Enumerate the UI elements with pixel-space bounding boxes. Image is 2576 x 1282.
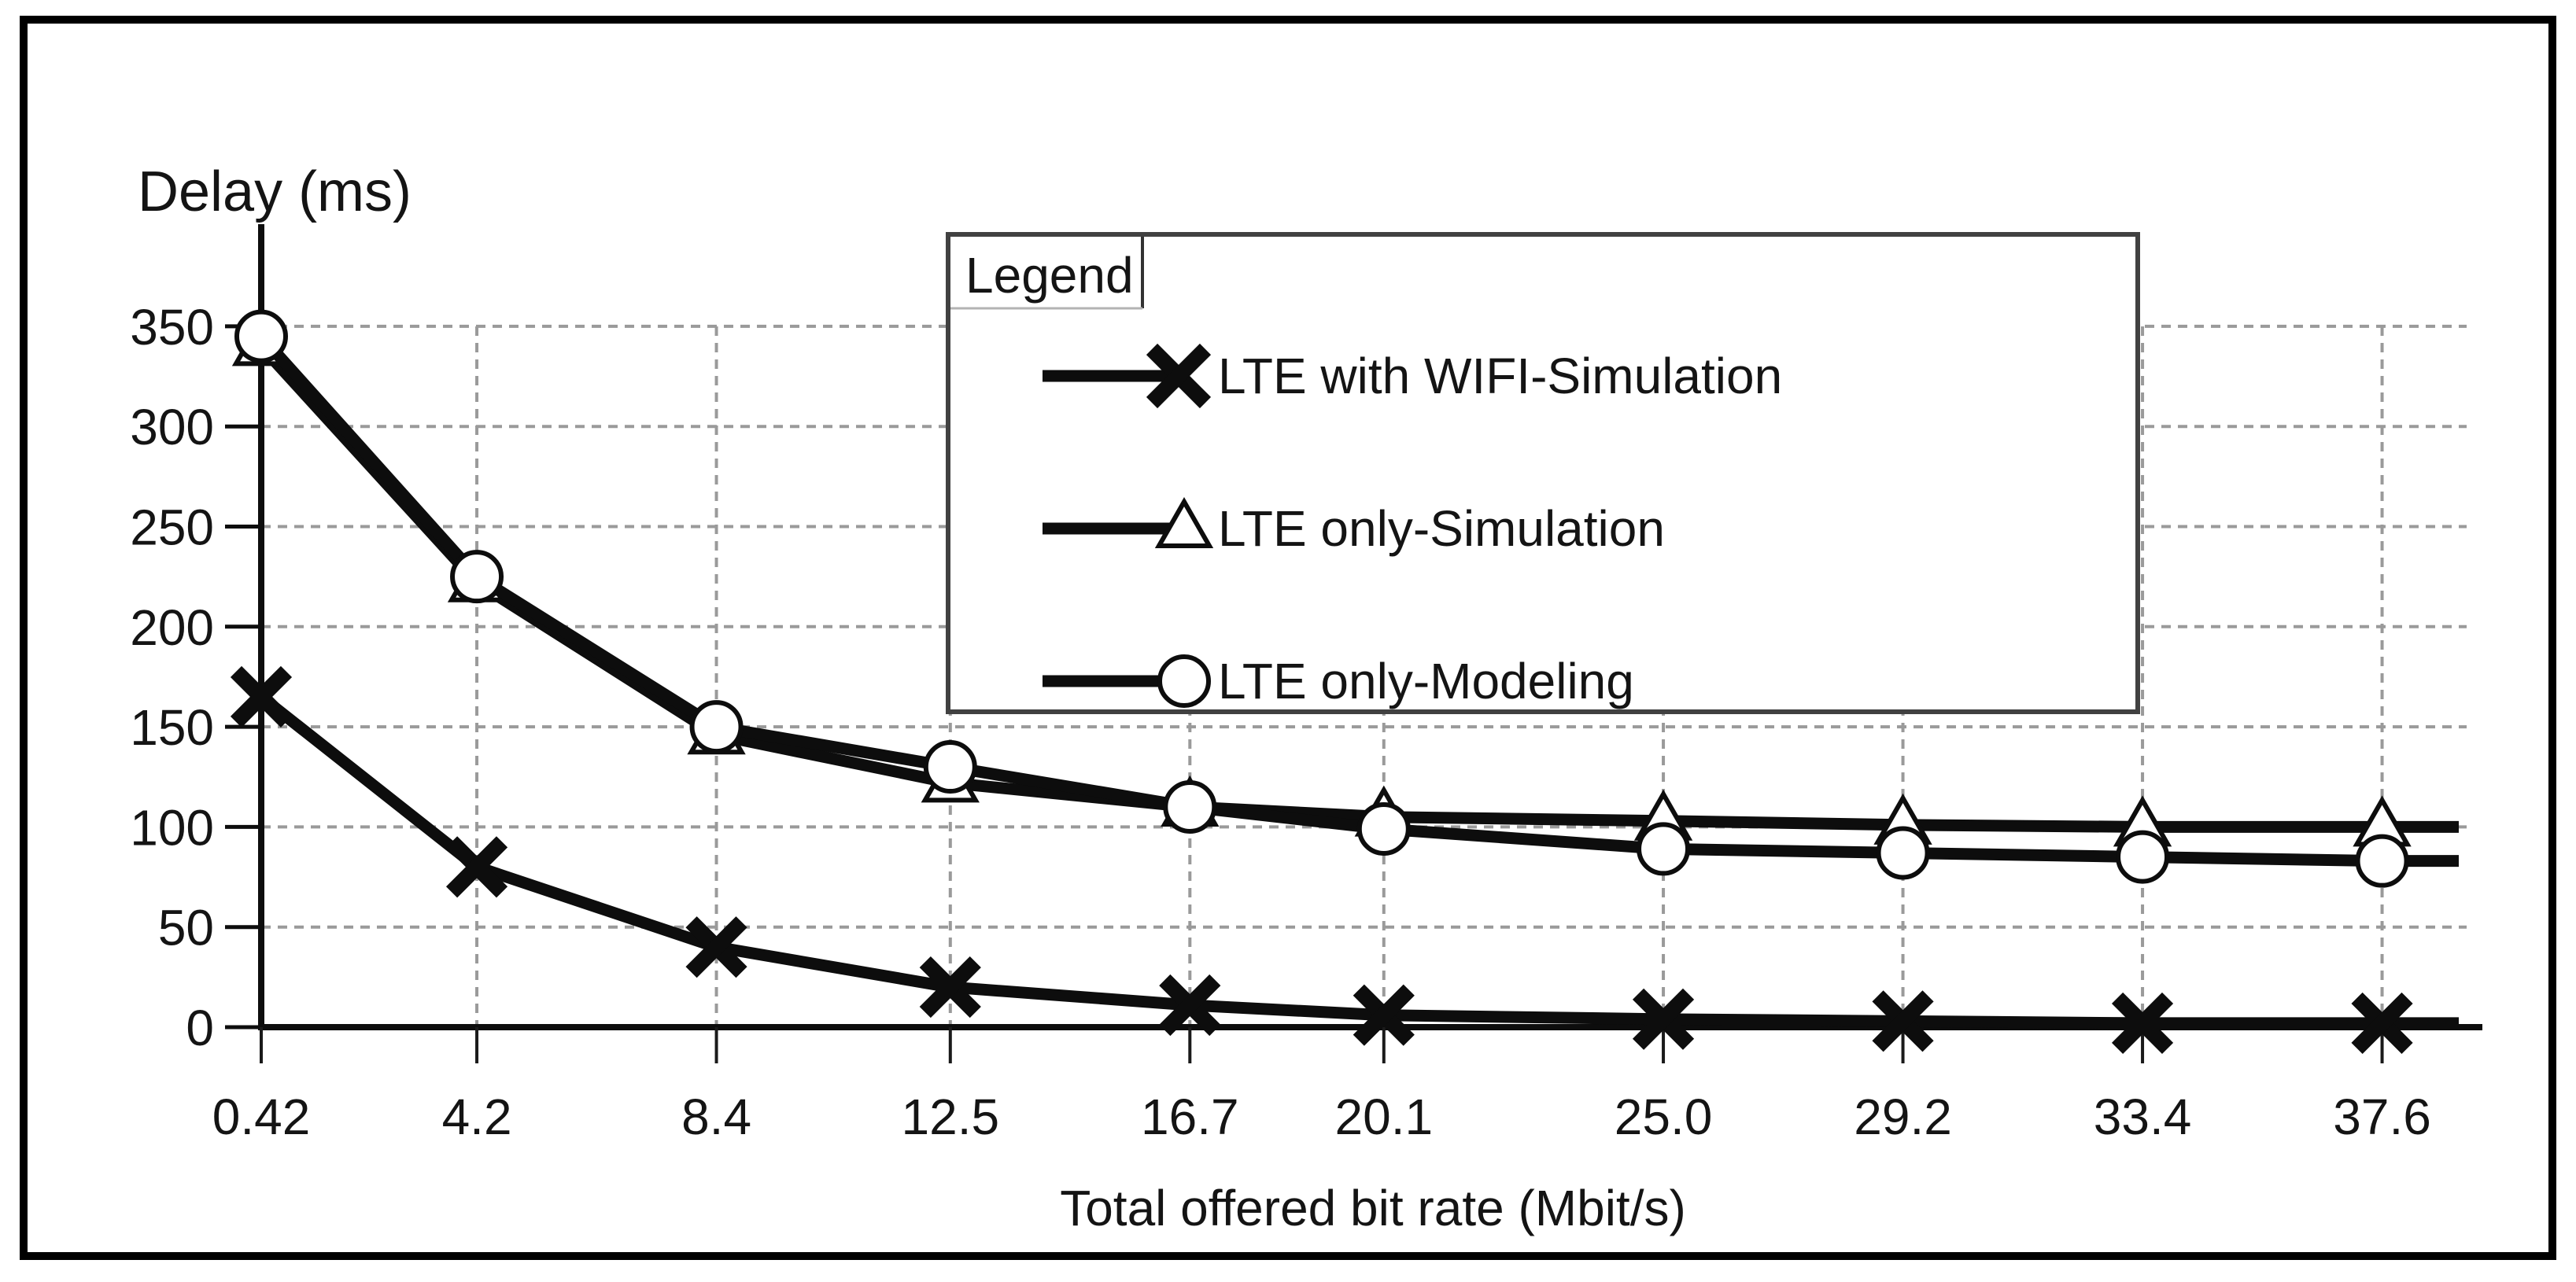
x-marker	[445, 836, 508, 898]
open-circle-marker	[2355, 834, 2409, 888]
series-x-marker	[230, 665, 2459, 1054]
x-marker	[1146, 343, 1212, 409]
legend-item: LTE only-Modeling	[1043, 653, 1634, 709]
axes: 0 50 100 150 200 250 300 350 0.42 4.2 8.4 12.5 16.7 2…	[130, 224, 2482, 1145]
open-circle-marker	[689, 700, 744, 754]
open-circle-marker	[2116, 830, 2170, 884]
open-triangle-marker	[1154, 496, 1214, 548]
x-tick-label: 8.4	[681, 1089, 751, 1145]
x-tick-label: 33.4	[2094, 1089, 2192, 1145]
x-marker	[685, 916, 747, 978]
legend-title: Legend	[965, 247, 1134, 304]
x-marker	[2351, 992, 2413, 1054]
open-circle-marker	[1637, 822, 1691, 876]
x-marker	[1353, 984, 1415, 1046]
x-marker	[1159, 974, 1221, 1037]
legend-item-label: LTE with WIFI-Simulation	[1218, 348, 1782, 404]
y-tick-label: 150	[130, 699, 214, 756]
x-tick-label: 0.42	[212, 1089, 311, 1145]
open-circle-marker	[234, 309, 288, 363]
x-tick-label: 25.0	[1615, 1089, 1713, 1145]
open-circle-marker	[923, 740, 977, 794]
legend-items: LTE with WIFI-Simulation LTE only-Simulat…	[1043, 343, 1782, 709]
x-marker	[919, 956, 981, 1019]
x-tick-label: 29.2	[1854, 1089, 1952, 1145]
y-tick-label: 100	[130, 799, 214, 856]
figure-border	[20, 16, 2556, 1260]
x-marker	[2111, 992, 2174, 1054]
x-tick-label: 4.2	[442, 1089, 512, 1145]
y-tick-label: 250	[130, 499, 214, 556]
legend-item-label: LTE only-Modeling	[1218, 653, 1634, 709]
y-axis-title: Delay (ms)	[138, 160, 411, 223]
open-circle-marker	[1163, 779, 1217, 834]
open-circle-marker	[450, 550, 504, 604]
y-tick-label: 50	[158, 900, 214, 956]
legend-item: LTE with WIFI-Simulation	[1043, 343, 1782, 409]
x-marker	[230, 665, 293, 728]
y-tick-label: 300	[130, 399, 214, 455]
x-axis-title: Total offered bit rate (Mbit/s)	[1060, 1180, 1686, 1236]
legend: Legend LTE with WIFI-Simulation LTE only-…	[946, 232, 2140, 714]
x-tick-label: 12.5	[902, 1089, 1000, 1145]
legend-item: LTE only-Simulation	[1043, 496, 1665, 557]
x-marker	[1872, 990, 1934, 1052]
open-circle-marker	[1356, 801, 1411, 856]
series-plot	[230, 309, 2459, 1054]
open-circle-marker	[1876, 826, 1930, 880]
x-marker	[1632, 988, 1695, 1050]
legend-item-label: LTE only-Simulation	[1218, 500, 1665, 557]
legend-box	[946, 232, 2140, 714]
open-circle-marker	[1157, 654, 1211, 708]
y-tick-label: 0	[186, 1000, 214, 1056]
x-tick-label: 20.1	[1335, 1089, 1434, 1145]
y-tick-label: 350	[130, 299, 214, 355]
y-tick-label: 200	[130, 599, 214, 656]
x-tick-label: 16.7	[1141, 1089, 1239, 1145]
series-open-circle-marker	[234, 309, 2459, 888]
x-tick-label: 37.6	[2333, 1089, 2431, 1145]
